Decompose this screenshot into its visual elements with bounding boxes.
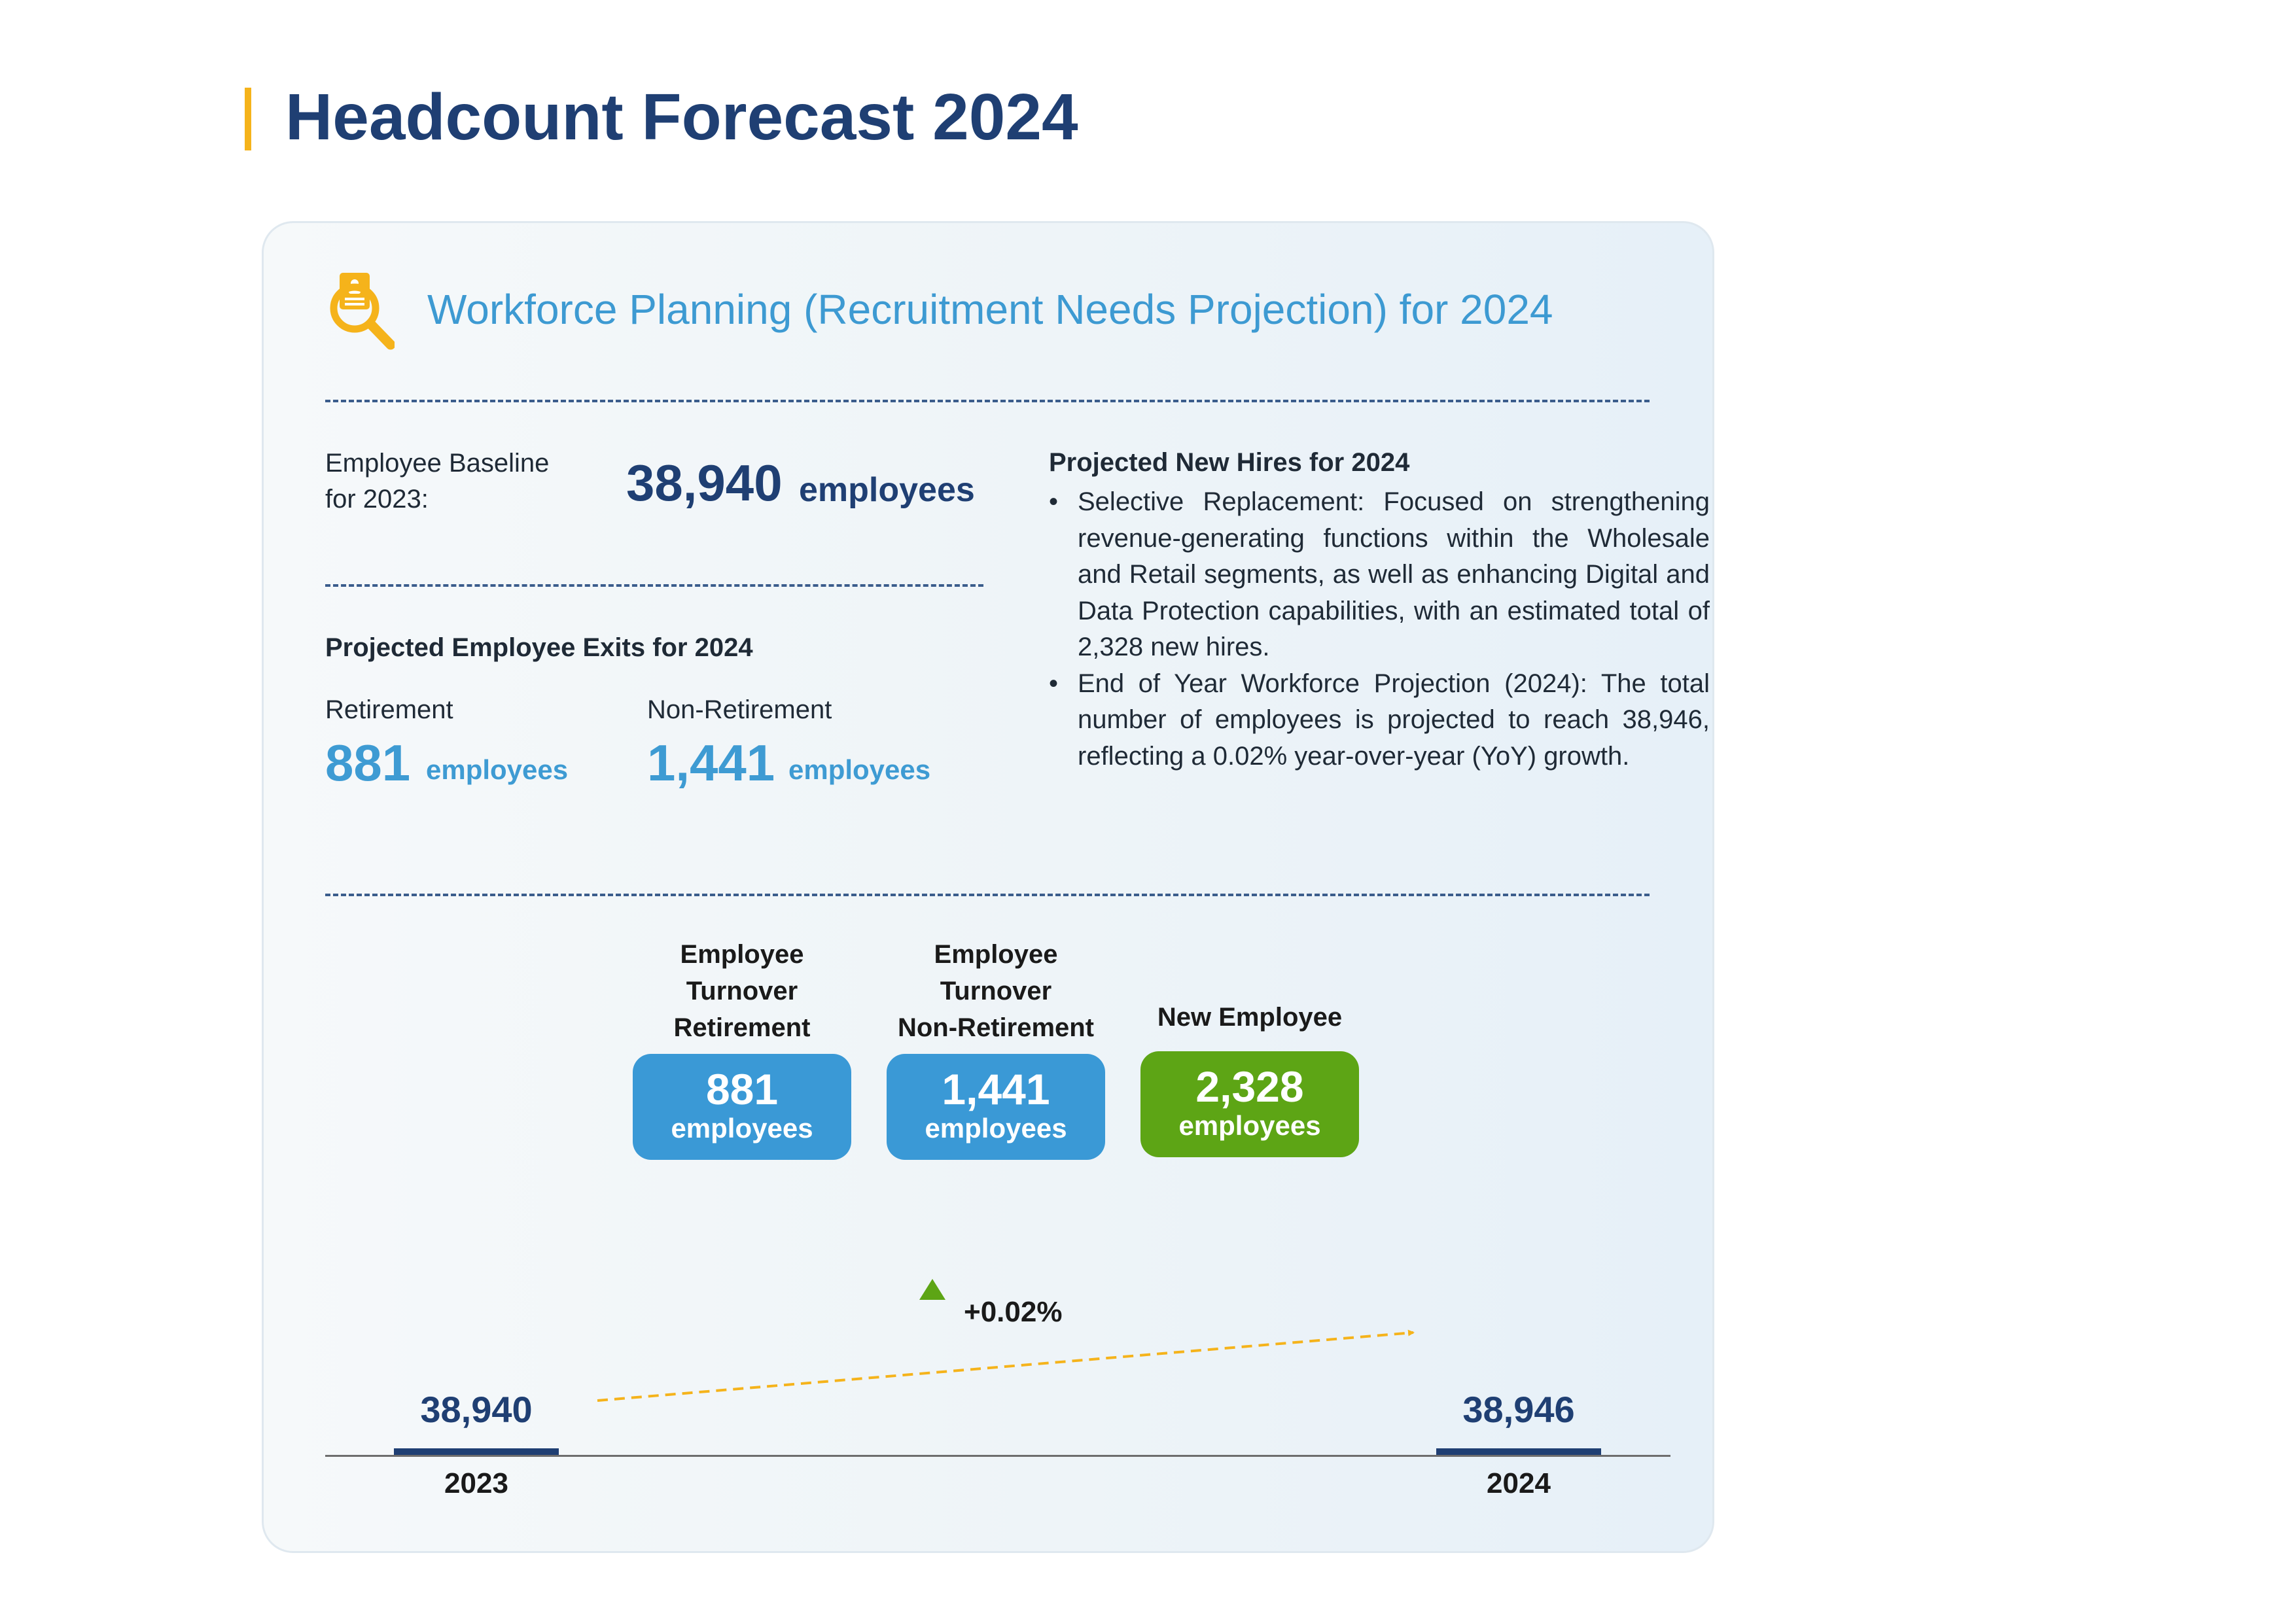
baseline-label-year: for 2023: bbox=[325, 485, 429, 514]
non-retirement-label: Non-Retirement bbox=[647, 695, 832, 724]
retirement-value: 881 bbox=[325, 734, 411, 792]
pill-value: 2,328 bbox=[1195, 1062, 1304, 1111]
step-head-new-employee: New Employee bbox=[1157, 1003, 1343, 1032]
list-item: Selective Replacement: Focused on streng… bbox=[1049, 484, 1710, 666]
non-retirement-value: 1,441 bbox=[647, 734, 775, 792]
workforce-planning-card: Workforce Planning (Recruitment Needs Pr… bbox=[262, 221, 1714, 1553]
trend-arrow bbox=[597, 1279, 1415, 1402]
bar-2023 bbox=[394, 1448, 559, 1455]
retirement-label: Retirement bbox=[325, 695, 453, 724]
baseline-unit: employees bbox=[799, 471, 975, 509]
page-title: Headcount Forecast 2024 bbox=[285, 80, 1078, 154]
pill-unit: employees bbox=[1178, 1110, 1321, 1141]
step-head-non-retirement: Employee Turnover Non-Retirement bbox=[897, 940, 1095, 1042]
pill-value: 881 bbox=[705, 1065, 779, 1113]
list-item: End of Year Workforce Projection (2024):… bbox=[1049, 666, 1710, 775]
x-tick-label: 2024 bbox=[1487, 1467, 1551, 1499]
bar-value-2024: 38,946 bbox=[1462, 1388, 1575, 1430]
growth-up-icon bbox=[919, 1279, 945, 1300]
new-hires-list: Selective Replacement: Focused on streng… bbox=[1049, 484, 1710, 775]
exits-heading: Projected Employee Exits for 2024 bbox=[325, 633, 753, 662]
baseline-value: 38,940 bbox=[626, 454, 783, 512]
bar-value-2023: 38,940 bbox=[420, 1388, 533, 1430]
step-head-retirement: Employee Turnover Retirement bbox=[673, 940, 811, 1042]
document-search-icon bbox=[330, 273, 395, 350]
x-tick-label: 2023 bbox=[444, 1467, 508, 1499]
turnover-retirement-pill: 881 employees bbox=[633, 1054, 851, 1160]
new-employee-pill: 2,328 employees bbox=[1140, 1051, 1359, 1157]
divider bbox=[325, 894, 1650, 896]
baseline-label: Employee Baseline bbox=[325, 449, 550, 478]
new-hires-heading: Projected New Hires for 2024 bbox=[1049, 448, 1410, 477]
pill-unit: employees bbox=[671, 1113, 813, 1143]
non-retirement-unit: employees bbox=[788, 754, 931, 785]
bar-2024 bbox=[1436, 1448, 1601, 1455]
divider bbox=[325, 400, 1650, 402]
retirement-unit: employees bbox=[426, 754, 569, 785]
pill-unit: employees bbox=[925, 1113, 1067, 1143]
title-accent-bar bbox=[245, 88, 251, 150]
turnover-non-retirement-pill: 1,441 employees bbox=[887, 1054, 1105, 1160]
growth-label: +0.02% bbox=[964, 1296, 1063, 1328]
divider bbox=[325, 584, 983, 587]
card-title: Workforce Planning (Recruitment Needs Pr… bbox=[427, 286, 1553, 333]
pill-value: 1,441 bbox=[942, 1065, 1050, 1113]
x-axis bbox=[325, 1455, 1670, 1457]
